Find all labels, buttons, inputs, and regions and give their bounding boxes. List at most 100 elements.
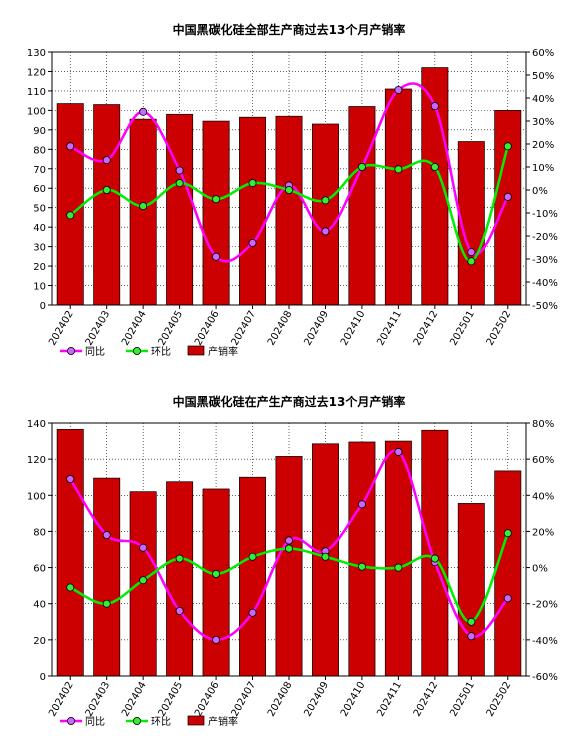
chart-2-point-yoy-202407 bbox=[248, 608, 257, 617]
chart-2-bar-202405 bbox=[166, 481, 194, 677]
chart-2-point-yoy-202403 bbox=[102, 531, 111, 540]
chart-1-point-yoy-202402 bbox=[66, 142, 75, 151]
chart-1-svg: 中国黑碳化硅全部生产商过去13个月产销率 0 10 20 30 40 50 60 70 80 90 1… bbox=[27, 22, 558, 358]
chart-2-ytick-right-label: -40% bbox=[532, 636, 558, 647]
chart-1-ytick-left-label: 0 bbox=[40, 301, 46, 312]
chart-2-ytick-left-label: 20 bbox=[33, 636, 46, 647]
chart-1-point-mom-202502 bbox=[503, 142, 512, 151]
chart-1-point-mom-202402 bbox=[66, 211, 75, 220]
chart-1-legend-yoy-marker bbox=[67, 346, 76, 355]
chart-1-ytick-left-label: 50 bbox=[33, 204, 46, 215]
chart-1-ytick-right-label: 60% bbox=[532, 48, 554, 59]
chart-2-legend-mom-label: 环比 bbox=[151, 716, 171, 728]
chart-2-point-yoy-202402 bbox=[66, 475, 75, 484]
chart-2-point-mom-202407 bbox=[248, 552, 257, 561]
chart-2-point-mom-202501 bbox=[467, 617, 476, 626]
chart-2-ytick-left-label: 120 bbox=[27, 455, 46, 466]
chart-1-ytick-right-label: -40% bbox=[532, 278, 558, 289]
chart-1-point-mom-202409 bbox=[321, 196, 330, 205]
chart-2-ytick-right-label: 60% bbox=[532, 455, 554, 466]
chart-1-ytick-right-label: -20% bbox=[532, 232, 558, 243]
chart-1-ytick-left-label: 40 bbox=[33, 223, 46, 234]
chart-2-point-mom-202502 bbox=[503, 529, 512, 538]
chart-2-ytick-right-label: 0% bbox=[532, 564, 548, 575]
chart-1-point-yoy-202407 bbox=[248, 238, 257, 247]
chart-1-point-mom-202404 bbox=[139, 202, 148, 211]
chart-1-xtick-label-202403: 202403 bbox=[84, 309, 113, 348]
chart-1-ytick-right-label: 30% bbox=[532, 117, 554, 128]
chart-1-ytick-right-label: 40% bbox=[532, 94, 554, 105]
chart-1-point-mom-202406 bbox=[212, 195, 221, 204]
chart-2-bar-202501 bbox=[457, 503, 485, 677]
chart-1-ytick-right-label: 50% bbox=[532, 71, 554, 82]
chart-2-ytick-right-label: 80% bbox=[532, 419, 554, 430]
chart-1-bar-202403 bbox=[93, 104, 121, 306]
chart-2-bar-202406 bbox=[202, 488, 230, 677]
chart-1-legend-bar-swatch bbox=[187, 345, 205, 356]
chart-2-legend-bar-label: 产销率 bbox=[208, 715, 238, 728]
chart-2-xtick-label-202411: 202411 bbox=[375, 680, 404, 719]
chart-2-ytick-right-label: 40% bbox=[532, 491, 554, 502]
chart-1-ytick-left-label: 10 bbox=[33, 282, 46, 293]
chart-1-point-yoy-202501 bbox=[467, 248, 476, 257]
chart-2-point-mom-202404 bbox=[139, 576, 148, 585]
chart-2-point-yoy-202408 bbox=[284, 536, 293, 545]
chart-1-point-yoy-202404 bbox=[139, 107, 148, 116]
chart-1-point-yoy-202411 bbox=[394, 85, 403, 94]
chart-2-point-mom-202402 bbox=[66, 583, 75, 592]
chart-1-ytick-left-label: 20 bbox=[33, 262, 46, 273]
chart-2-bar-202412 bbox=[421, 429, 449, 677]
chart-1-legend-bar-label: 产销率 bbox=[208, 345, 238, 358]
chart-2-bar-202408 bbox=[275, 456, 303, 677]
chart-2-point-yoy-202406 bbox=[212, 635, 221, 644]
chart-1-ytick-left-label: 80 bbox=[33, 145, 46, 156]
chart-1-bar-202409 bbox=[311, 123, 339, 306]
chart-2-point-mom-202405 bbox=[175, 554, 184, 563]
chart-2-legend-yoy-label: 同比 bbox=[85, 716, 105, 728]
chart-2-point-mom-202412 bbox=[430, 554, 439, 563]
chart-2-xtick-label-202406: 202406 bbox=[193, 680, 222, 719]
chart-2-point-mom-202409 bbox=[321, 552, 330, 561]
chart-2-point-mom-202403 bbox=[102, 599, 111, 608]
chart-2-point-mom-202410 bbox=[357, 562, 366, 571]
chart-1-ytick-right-label: 0% bbox=[532, 186, 548, 197]
chart-1-legend-yoy-label: 同比 bbox=[85, 346, 105, 358]
chart-1-ytick-left-label: 60 bbox=[33, 184, 46, 195]
chart-2-legend-yoy-marker bbox=[67, 716, 76, 725]
chart-2-title: 中国黑碳化硅在产生产商过去13个月产销率 bbox=[173, 394, 406, 409]
chart-1-ytick-left-label: 90 bbox=[33, 126, 46, 137]
chart-1-xtick-label-202405: 202405 bbox=[157, 309, 186, 348]
chart-1-bar-202406 bbox=[202, 120, 230, 306]
chart-1-point-yoy-202412 bbox=[430, 102, 439, 111]
chart-1-point-mom-202410 bbox=[357, 162, 366, 171]
chart-2-ytick-left-label: 0 bbox=[40, 672, 46, 683]
chart-2-xtick-label-202407: 202407 bbox=[230, 680, 259, 719]
chart-2-legend-mom-marker bbox=[132, 716, 141, 725]
chart-2-ytick-right-label: -60% bbox=[532, 672, 558, 683]
chart-all-producers: 中国黑碳化硅全部生产商过去13个月产销率 0 10 20 30 40 50 60 70 80 90 1… bbox=[0, 0, 579, 370]
chart-2-point-mom-202406 bbox=[212, 569, 221, 578]
chart-1-xtick-label-202501: 202501 bbox=[448, 309, 477, 348]
chart-1-xtick-label-202406: 202406 bbox=[193, 309, 222, 348]
chart-1-xtick-label-202408: 202408 bbox=[266, 309, 295, 348]
chart-2-xtick-label-202501: 202501 bbox=[448, 680, 477, 719]
chart-2-point-yoy-202502 bbox=[503, 594, 512, 603]
chart-2-ytick-left-label: 40 bbox=[33, 600, 46, 611]
chart-2-xtick-label-202404: 202404 bbox=[120, 680, 149, 719]
chart-1-ytick-right-label: -50% bbox=[532, 301, 558, 312]
chart-1-xtick-label-202411: 202411 bbox=[375, 309, 404, 348]
chart-2-xtick-label-202408: 202408 bbox=[266, 680, 295, 719]
chart-1-point-yoy-202403 bbox=[102, 156, 111, 165]
chart-1-xtick-label-202410: 202410 bbox=[339, 309, 368, 348]
chart-2-point-mom-202411 bbox=[394, 563, 403, 572]
chart-1-point-mom-202412 bbox=[430, 162, 439, 171]
chart-2-xtick-label-202412: 202412 bbox=[412, 680, 441, 719]
chart-1-ytick-left-label: 100 bbox=[27, 106, 46, 117]
chart-2-ytick-right-label: -20% bbox=[532, 600, 558, 611]
chart-1-point-yoy-202406 bbox=[212, 252, 221, 261]
chart-1-bar-202410 bbox=[348, 106, 376, 306]
chart-1-ytick-right-label: 10% bbox=[532, 163, 554, 174]
chart-2-ytick-left-label: 100 bbox=[27, 491, 46, 502]
chart-2-ytick-left-label: 60 bbox=[33, 564, 46, 575]
chart-1-bar-202502 bbox=[494, 110, 522, 306]
